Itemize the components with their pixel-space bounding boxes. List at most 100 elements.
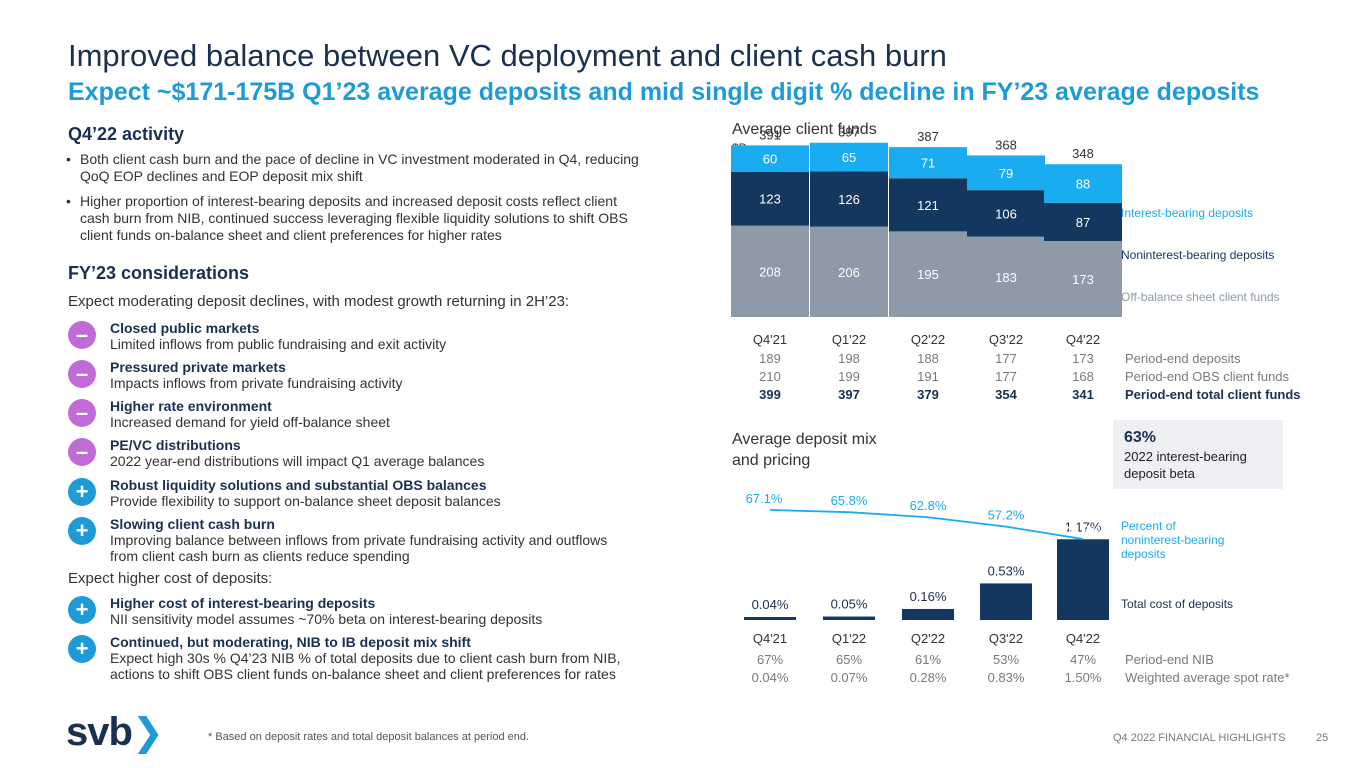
table-cell: 198 — [838, 351, 860, 366]
x-tick-label: Q3'22 — [989, 631, 1023, 646]
factor-title: Pressured private markets — [110, 359, 286, 375]
logo-text: svb — [66, 710, 133, 754]
table-cell: 177 — [995, 369, 1017, 384]
table-cell: 67% — [757, 652, 783, 667]
beta-value: 63% — [1124, 429, 1157, 446]
segment-label: 183 — [995, 270, 1017, 285]
table-cell: 177 — [995, 351, 1017, 366]
x-tick-label: Q4'22 — [1066, 332, 1100, 347]
stack-segment — [810, 226, 888, 317]
minus-icon: – — [68, 399, 96, 427]
minus-icon: – — [68, 360, 96, 388]
cost-label: 0.05% — [831, 597, 868, 612]
legend-label: Off-balance sheet client funds — [1121, 290, 1280, 304]
factor-desc: Increased demand for yield off-balance s… — [110, 414, 390, 430]
plus-icon: + — [68, 478, 96, 506]
stack-segment — [731, 225, 809, 317]
cost-intro: Expect higher cost of deposits: — [68, 570, 273, 587]
x-tick-label: Q2'22 — [911, 332, 945, 347]
activity-bullet: Both client cash burn and the pace of de… — [66, 151, 646, 185]
activity-heading: Q4’22 activity — [68, 124, 185, 144]
x-tick-label: Q4'21 — [753, 332, 787, 347]
row-label: Period-end OBS client funds — [1125, 369, 1290, 384]
beta-text: 2022 interest-bearing deposit beta — [1124, 449, 1247, 481]
table-cell: 341 — [1072, 387, 1094, 402]
table-cell: 199 — [838, 369, 860, 384]
table-cell: 61% — [915, 652, 941, 667]
table-cell: 397 — [838, 387, 860, 402]
segment-label: 121 — [917, 198, 939, 213]
legend-line: deposits — [1121, 547, 1166, 561]
table-cell: 210 — [759, 369, 781, 384]
nib-label: 65.8% — [831, 493, 868, 508]
factor-title: Higher cost of interest-bearing deposits — [110, 595, 376, 611]
deck-name: Q4 2022 FINANCIAL HIGHLIGHTS — [1113, 732, 1286, 744]
cost-bar — [980, 583, 1032, 620]
svb-logo: svb❯ — [66, 710, 164, 755]
cost-bar — [902, 608, 954, 620]
table-cell: 188 — [917, 351, 939, 366]
factor-title: Continued, but moderating, NIB to IB dep… — [110, 634, 471, 650]
segment-label: 106 — [995, 206, 1017, 221]
minus-icon: – — [68, 321, 96, 349]
row-label: Period-end total client funds — [1125, 387, 1301, 402]
chevron-right-icon: ❯ — [131, 712, 164, 754]
footnote: * Based on deposit rates and total depos… — [208, 731, 530, 743]
table-cell: 53% — [993, 652, 1019, 667]
segment-label: 65 — [842, 150, 856, 165]
table-cell: 0.83% — [988, 670, 1025, 685]
stack-segment — [967, 155, 1045, 191]
chart2-title: Average deposit mix and pricing — [732, 431, 877, 469]
cost-label: 1.17% — [1065, 519, 1102, 534]
legend-label: Noninterest-bearing deposits — [1121, 248, 1274, 262]
stack-segment — [889, 231, 967, 317]
factor-desc: Limited inflows from public fundraising … — [110, 336, 447, 352]
nib-line — [769, 509, 1084, 540]
factor-title: Closed public markets — [110, 320, 260, 336]
legend-line: noninterest-bearing — [1121, 533, 1224, 547]
plus-icon: + — [68, 635, 96, 663]
segment-label: 88 — [1076, 177, 1090, 192]
nib-label: 49.8% — [1065, 523, 1102, 538]
nib-label: 62.8% — [910, 498, 947, 513]
x-tick-label: Q3'22 — [989, 332, 1023, 347]
table-cell: 47% — [1070, 652, 1096, 667]
x-tick-label: Q1'22 — [832, 631, 866, 646]
table-cell: 0.04% — [752, 670, 789, 685]
x-tick-label: Q4'22 — [1066, 631, 1100, 646]
cost-bar — [1057, 539, 1109, 620]
table-cell: 191 — [917, 369, 939, 384]
total-label: 391 — [759, 127, 781, 142]
total-label: 387 — [917, 129, 939, 144]
stack-segment — [731, 171, 809, 226]
table-cell: 173 — [1072, 351, 1094, 366]
segment-label: 195 — [917, 267, 939, 282]
row-label: Weighted average spot rate* — [1125, 670, 1290, 685]
legend-label: Interest-bearing deposits — [1121, 206, 1253, 220]
total-label: 397 — [838, 125, 860, 140]
x-tick-label: Q4'21 — [753, 631, 787, 646]
factor-desc: 2022 year-end distributions will impact … — [110, 453, 485, 469]
table-cell: 1.50% — [1065, 670, 1102, 685]
segment-label: 173 — [1072, 272, 1094, 287]
factor-title: PE/VC distributions — [110, 437, 241, 453]
factor-desc: Improving balance between inflows from p… — [110, 532, 608, 564]
cost-bar — [823, 616, 875, 620]
total-label: 348 — [1072, 146, 1094, 161]
segment-label: 206 — [838, 265, 860, 280]
factor-desc: Expect high 30s % Q4’23 NIB % of total d… — [110, 650, 621, 682]
segment-label: 123 — [759, 192, 781, 207]
segment-label: 87 — [1076, 215, 1090, 230]
factor-desc: Impacts inflows from private fundraising… — [110, 375, 403, 391]
chart1-title: Average client funds — [732, 121, 877, 138]
cost-bar — [744, 617, 796, 620]
activity-bullet: Higher proportion of interest-bearing de… — [66, 193, 646, 244]
stack-segment — [731, 145, 809, 172]
cost-label: 0.16% — [910, 589, 947, 604]
cost-label: 0.04% — [752, 597, 789, 612]
segment-label: 71 — [921, 156, 935, 171]
table-cell: 0.07% — [831, 670, 868, 685]
table-cell: 379 — [917, 387, 939, 402]
page-number: 25 — [1316, 732, 1329, 744]
